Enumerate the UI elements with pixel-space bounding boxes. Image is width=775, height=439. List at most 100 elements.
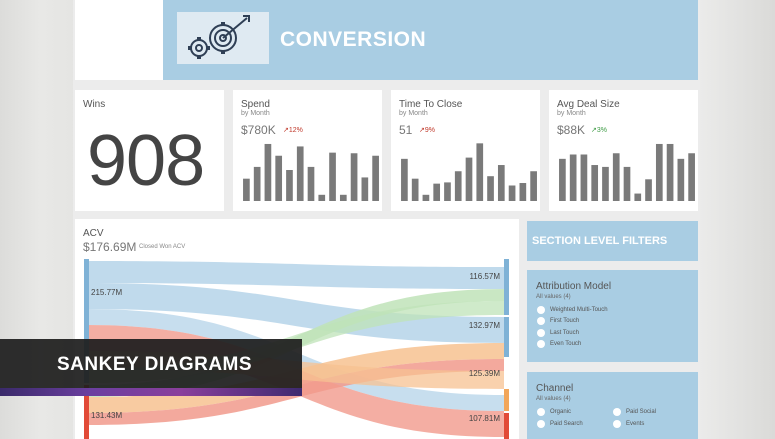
kpi-value: $88K: [557, 123, 586, 137]
kpi-bar[interactable]: [612, 153, 620, 201]
filter-subtitle: All values (4): [536, 294, 571, 300]
banner-title: SANKEY DIAGRAMS: [57, 354, 253, 375]
kpi-bar[interactable]: [401, 158, 408, 201]
kpi-bar[interactable]: [275, 155, 283, 201]
kpi-bar[interactable]: [307, 166, 315, 201]
kpi-bar[interactable]: [411, 178, 419, 201]
acv-title: ACV: [83, 228, 104, 239]
kpi-delta: ↗12%: [283, 127, 303, 134]
kpi-bar[interactable]: [465, 157, 473, 201]
kpi-bar[interactable]: [655, 143, 663, 201]
kpi-subtitle: by Month: [241, 110, 270, 117]
radio-events[interactable]: Events: [613, 420, 644, 428]
acv-sankey-panel: ACV $176.69M Closed Won ACV 215.77M 131.…: [75, 219, 519, 439]
trend-up-icon: ↗: [591, 127, 597, 134]
radio-weighted-multi-touch[interactable]: Weighted Multi-Touch: [537, 306, 608, 314]
kpi-bar[interactable]: [339, 194, 347, 201]
radio-circle-icon: [537, 317, 545, 325]
sankey-node-right-3[interactable]: [504, 389, 509, 411]
header-band: CONVERSION: [163, 0, 698, 80]
sankey-right-label: 125.39M: [469, 369, 500, 378]
kpi-bar[interactable]: [530, 171, 537, 201]
kpi-bar[interactable]: [329, 152, 336, 201]
kpi-bar[interactable]: [677, 158, 685, 201]
kpi-bar[interactable]: [476, 143, 484, 201]
kpi-card-avg-deal-size[interactable]: Avg Deal Size by Month $88K ↗3%: [549, 90, 698, 211]
video-title-banner: SANKEY DIAGRAMS: [0, 339, 302, 388]
kpi-bar[interactable]: [519, 183, 527, 201]
kpi-bar[interactable]: [286, 170, 293, 201]
kpi-delta: ↗3%: [591, 127, 607, 134]
kpi-bar[interactable]: [361, 177, 369, 201]
sankey-left-label: 131.43M: [91, 411, 122, 420]
radio-even-touch[interactable]: Even Touch: [537, 340, 581, 348]
kpi-title: Time To Close: [399, 99, 463, 110]
sankey-node-right-4[interactable]: [504, 413, 509, 439]
kpi-bar[interactable]: [580, 154, 588, 202]
radio-organic[interactable]: Organic: [537, 408, 571, 416]
radio-first-touch[interactable]: First Touch: [537, 317, 579, 325]
kpi-title: Spend: [241, 99, 270, 110]
radio-circle-icon: [613, 408, 621, 416]
radio-circle-icon: [537, 408, 545, 416]
kpi-card-time-to-close[interactable]: Time To Close by Month 51 ↗9%: [391, 90, 540, 211]
kpi-bar[interactable]: [350, 153, 358, 201]
kpi-bar[interactable]: [688, 153, 695, 201]
acv-value: $176.69M: [83, 240, 137, 254]
radio-circle-icon: [613, 420, 621, 428]
sankey-node-right-1[interactable]: [504, 259, 509, 315]
kpi-title: Wins: [83, 99, 106, 110]
radio-paid-social[interactable]: Paid Social: [613, 408, 656, 416]
sankey-left-label: 215.77M: [91, 288, 122, 297]
spend-bar-chart: [241, 139, 381, 201]
avg-deal-size-bar-chart: [557, 139, 697, 201]
kpi-bar[interactable]: [243, 178, 250, 201]
kpi-subtitle: by Month: [557, 110, 586, 117]
radio-paid-search[interactable]: Paid Search: [537, 420, 583, 428]
kpi-value: 51: [399, 123, 413, 137]
kpi-bar[interactable]: [444, 182, 451, 201]
sankey-node-left-1[interactable]: [84, 259, 89, 383]
sankey-node-right-2[interactable]: [504, 317, 509, 357]
kpi-bar[interactable]: [296, 146, 304, 201]
kpi-card-wins[interactable]: Wins 908: [75, 90, 224, 211]
page-header: CONVERSION: [75, 0, 698, 80]
banner-stripe: [0, 388, 302, 396]
sankey-right-label: 107.81M: [469, 414, 500, 423]
kpi-bar[interactable]: [666, 143, 674, 201]
radio-last-touch[interactable]: Last Touch: [537, 329, 579, 337]
trend-up-icon: ↗: [283, 127, 289, 134]
sankey-flow[interactable]: [88, 261, 504, 289]
kpi-bar[interactable]: [645, 179, 652, 201]
trend-up-icon: ↗: [419, 127, 425, 134]
kpi-card-spend[interactable]: Spend by Month $780K ↗12%: [233, 90, 382, 211]
kpi-bar[interactable]: [253, 166, 261, 201]
kpi-bar[interactable]: [318, 194, 326, 201]
kpi-bar[interactable]: [454, 171, 462, 201]
radio-circle-icon: [537, 420, 545, 428]
sankey-right-label: 116.57M: [469, 272, 500, 281]
kpi-bar[interactable]: [372, 155, 379, 201]
kpi-bar[interactable]: [634, 193, 642, 201]
kpi-bar[interactable]: [591, 165, 599, 201]
kpi-delta: ↗9%: [419, 127, 435, 134]
kpi-bar[interactable]: [422, 194, 430, 201]
kpi-bar[interactable]: [569, 154, 577, 202]
radio-circle-icon: [537, 329, 545, 337]
filter-subtitle: All values (4): [536, 396, 571, 402]
kpi-bar[interactable]: [508, 185, 516, 202]
filter-title: Channel: [536, 383, 574, 394]
kpi-subtitle: by Month: [399, 110, 428, 117]
kpi-bar[interactable]: [433, 183, 441, 201]
sankey-node-left-2[interactable]: [84, 385, 89, 439]
filter-title: Attribution Model: [536, 281, 612, 292]
kpi-bar[interactable]: [559, 158, 566, 201]
sankey-flow[interactable]: [88, 283, 504, 343]
kpi-bar[interactable]: [487, 176, 494, 201]
kpi-bar[interactable]: [264, 143, 272, 201]
kpi-bar[interactable]: [602, 166, 609, 201]
section-filters-title: SECTION LEVEL FILTERS: [532, 235, 668, 247]
kpi-value: 908: [87, 121, 205, 201]
kpi-bar[interactable]: [623, 166, 631, 201]
kpi-bar[interactable]: [497, 165, 505, 201]
